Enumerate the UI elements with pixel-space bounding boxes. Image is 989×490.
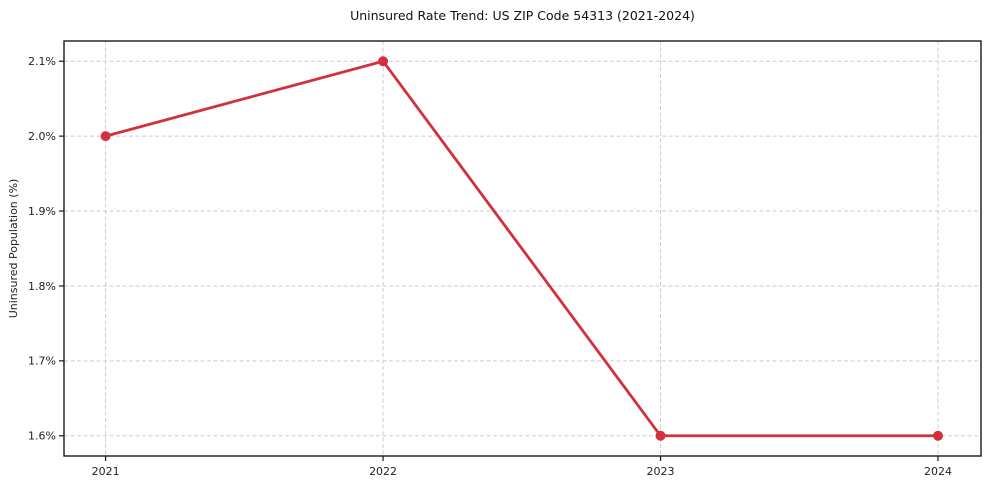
- data-point-2022: [378, 56, 389, 67]
- y-tick-label: 2.0%: [28, 130, 56, 143]
- data-point-2024: [932, 430, 943, 441]
- data-point-2021: [100, 131, 111, 142]
- plot-border: [63, 40, 982, 457]
- x-tick-label: 2021: [92, 465, 120, 478]
- x-tick-label: 2022: [369, 465, 397, 478]
- chart-title: Uninsured Rate Trend: US ZIP Code 54313 …: [350, 8, 695, 23]
- y-tick-label: 1.6%: [28, 430, 56, 443]
- x-tick-label: 2023: [647, 465, 675, 478]
- y-tick-label: 2.1%: [28, 55, 56, 68]
- x-tick-label: 2024: [924, 465, 952, 478]
- plot-area: 1.6% 1.7% 1.8% 1.9% 2.0% 2.1% 2021 2022 2023 2024: [28, 40, 982, 478]
- y-tick-label: 1.9%: [28, 205, 56, 218]
- y-axis-label: Uninsured Population (%): [7, 179, 20, 319]
- data-point-2023: [655, 430, 666, 441]
- trend-line: [104, 59, 940, 438]
- y-tick-label: 1.7%: [28, 355, 56, 368]
- y-tick-label: 1.8%: [28, 280, 56, 293]
